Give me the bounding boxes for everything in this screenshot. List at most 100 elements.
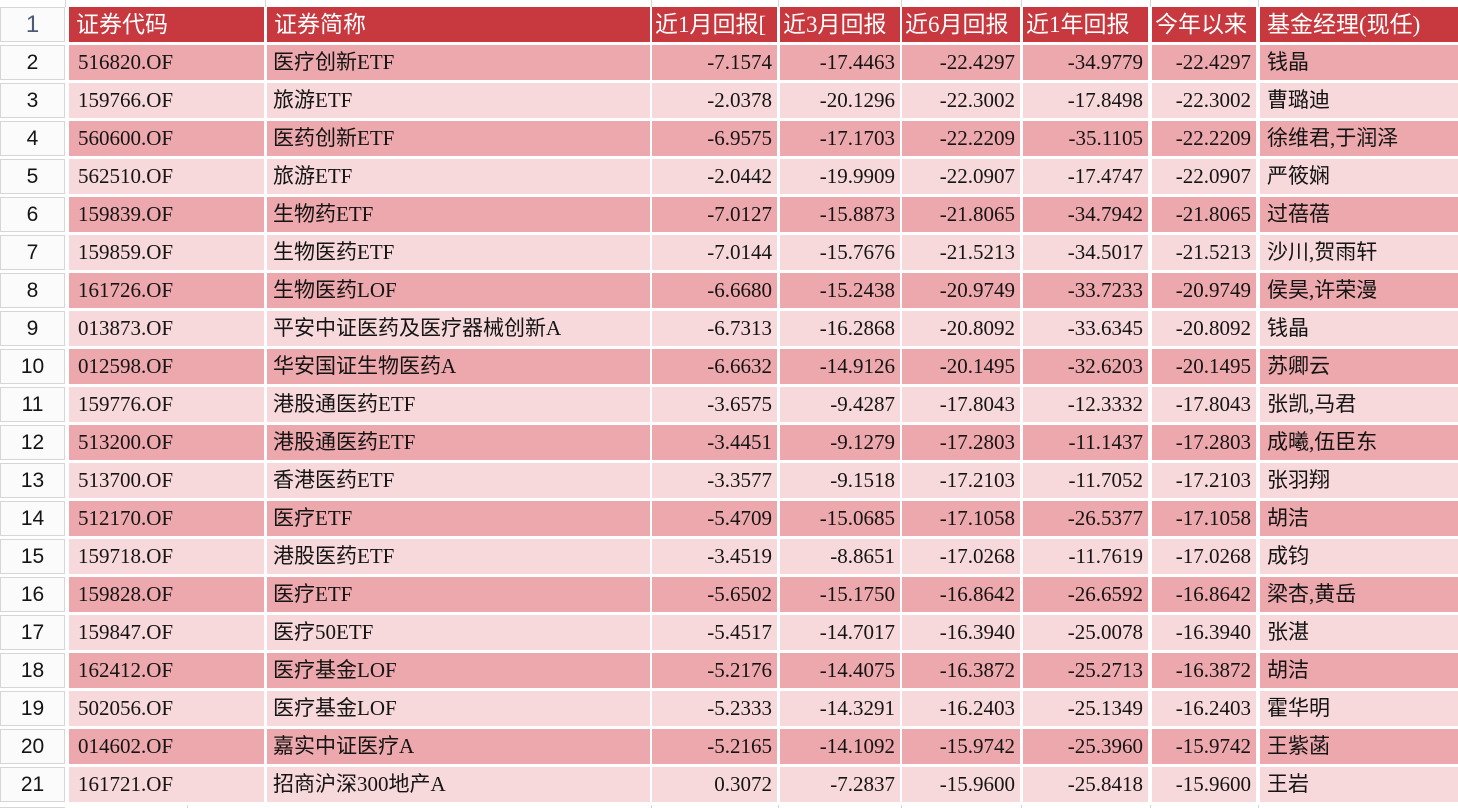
cell-return-3m[interactable]: -14.4075 [780, 653, 900, 688]
cell-security-code[interactable]: 560600.OF [69, 121, 264, 156]
cell-fund-manager[interactable]: 钱晶 [1260, 45, 1458, 80]
cell-fund-manager[interactable]: 张湛 [1260, 615, 1458, 650]
cell-return-3m[interactable]: -19.9909 [780, 159, 900, 194]
cell-security-name[interactable]: 旅游ETF [267, 83, 650, 118]
cell-fund-manager[interactable]: 徐维君,于润泽 [1260, 121, 1458, 156]
cell-return-1m[interactable]: -3.4451 [652, 425, 777, 460]
cell-security-code[interactable]: 014602.OF [69, 729, 264, 764]
cell-return-6m[interactable]: -20.1495 [902, 349, 1020, 384]
cell-fund-manager[interactable]: 沙川,贺雨轩 [1260, 235, 1458, 270]
cell-return-1y[interactable]: -25.2713 [1023, 653, 1148, 688]
cell-return-1m[interactable]: 0.3072 [652, 767, 777, 802]
cell-return-6m[interactable]: -21.5213 [902, 235, 1020, 270]
cell-return-3m[interactable]: -15.1750 [780, 577, 900, 612]
row-number-cell[interactable]: 20 [0, 729, 65, 764]
cell-security-name[interactable]: 招商沪深300地产A [267, 767, 650, 802]
cell-return-1y[interactable]: -35.1105 [1023, 121, 1148, 156]
cell-security-name[interactable]: 医疗ETF [267, 501, 650, 536]
cell-return-ytd[interactable]: -20.9749 [1152, 273, 1256, 308]
cell-return-6m[interactable]: -17.8043 [902, 387, 1020, 422]
row-number-cell[interactable]: 17 [0, 615, 65, 650]
row-number-cell[interactable]: 10 [0, 349, 65, 384]
cell-fund-manager[interactable]: 梁杏,黄岳 [1260, 577, 1458, 612]
cell-return-6m[interactable]: -16.3940 [902, 615, 1020, 650]
header-cell-return-1y[interactable]: 近1年回报 [1023, 7, 1148, 42]
cell-return-3m[interactable]: -15.0685 [780, 501, 900, 536]
cell-return-ytd[interactable]: -20.8092 [1152, 311, 1256, 346]
cell-return-1m[interactable]: -6.9575 [652, 121, 777, 156]
cell-return-1y[interactable]: -25.8418 [1023, 767, 1148, 802]
header-cell-fund-manager[interactable]: 基金经理(现任) [1260, 7, 1458, 42]
cell-security-code[interactable]: 012598.OF [69, 349, 264, 384]
row-number-cell[interactable]: 1 [0, 7, 65, 42]
cell-return-1y[interactable]: -34.5017 [1023, 235, 1148, 270]
cell-return-1m[interactable]: -7.1574 [652, 45, 777, 80]
row-number-cell[interactable]: 6 [0, 197, 65, 232]
cell-security-code[interactable]: 513200.OF [69, 425, 264, 460]
cell-return-6m[interactable]: -15.9742 [902, 729, 1020, 764]
cell-return-3m[interactable]: -15.7676 [780, 235, 900, 270]
cell-security-name[interactable]: 嘉实中证医疗A [267, 729, 650, 764]
cell-return-6m[interactable]: -22.2209 [902, 121, 1020, 156]
cell-fund-manager[interactable]: 成钧 [1260, 539, 1458, 574]
cell-return-ytd[interactable]: -17.0268 [1152, 539, 1256, 574]
cell-return-1y[interactable]: -34.9779 [1023, 45, 1148, 80]
cell-security-name[interactable]: 医疗ETF [267, 577, 650, 612]
cell-return-1y[interactable]: -11.7052 [1023, 463, 1148, 498]
cell-return-1m[interactable]: -5.2165 [652, 729, 777, 764]
cell-security-name[interactable]: 生物医药ETF [267, 235, 650, 270]
cell-return-1m[interactable]: -6.7313 [652, 311, 777, 346]
cell-return-3m[interactable]: -14.3291 [780, 691, 900, 726]
cell-security-name[interactable]: 港股通医药ETF [267, 425, 650, 460]
cell-return-1y[interactable]: -26.6592 [1023, 577, 1148, 612]
row-number-cell[interactable]: 4 [0, 121, 65, 156]
cell-return-3m[interactable]: -20.1296 [780, 83, 900, 118]
cell-return-1m[interactable]: -5.6502 [652, 577, 777, 612]
cell-fund-manager[interactable]: 胡洁 [1260, 653, 1458, 688]
cell-fund-manager[interactable]: 曹璐迪 [1260, 83, 1458, 118]
cell-return-6m[interactable]: -17.2803 [902, 425, 1020, 460]
cell-fund-manager[interactable]: 过蓓蓓 [1260, 197, 1458, 232]
cell-return-ytd[interactable]: -22.3002 [1152, 83, 1256, 118]
row-number-cell[interactable]: 2 [0, 45, 65, 80]
cell-return-6m[interactable]: -16.8642 [902, 577, 1020, 612]
cell-return-1m[interactable]: -3.4519 [652, 539, 777, 574]
header-cell-security-name[interactable]: 证券简称 [267, 7, 650, 42]
cell-return-1m[interactable]: -6.6680 [652, 273, 777, 308]
row-number-cell[interactable]: 11 [0, 387, 65, 422]
row-number-cell[interactable]: 13 [0, 463, 65, 498]
cell-return-ytd[interactable]: -20.1495 [1152, 349, 1256, 384]
cell-return-ytd[interactable]: -17.1058 [1152, 501, 1256, 536]
header-cell-return-1m[interactable]: 近1月回报[ [652, 7, 777, 42]
cell-return-1y[interactable]: -25.0078 [1023, 615, 1148, 650]
row-number-cell[interactable]: 21 [0, 767, 65, 802]
cell-return-1y[interactable]: -17.4747 [1023, 159, 1148, 194]
cell-security-code[interactable]: 516820.OF [69, 45, 264, 80]
cell-return-ytd[interactable]: -16.3940 [1152, 615, 1256, 650]
row-number-cell[interactable]: 7 [0, 235, 65, 270]
cell-security-code[interactable]: 502056.OF [69, 691, 264, 726]
cell-security-name[interactable]: 医药创新ETF [267, 121, 650, 156]
cell-security-name[interactable]: 医疗基金LOF [267, 691, 650, 726]
cell-return-1y[interactable]: -17.8498 [1023, 83, 1148, 118]
cell-return-6m[interactable]: -22.3002 [902, 83, 1020, 118]
header-cell-security-code[interactable]: 证券代码 [69, 7, 264, 42]
cell-return-ytd[interactable]: -21.5213 [1152, 235, 1256, 270]
cell-return-1m[interactable]: -5.2176 [652, 653, 777, 688]
cell-security-code[interactable]: 512170.OF [69, 501, 264, 536]
row-number-cell[interactable]: 12 [0, 425, 65, 460]
cell-return-1m[interactable]: -5.4517 [652, 615, 777, 650]
row-number-cell[interactable]: 16 [0, 577, 65, 612]
cell-return-1m[interactable]: -5.2333 [652, 691, 777, 726]
cell-return-3m[interactable]: -16.2868 [780, 311, 900, 346]
cell-return-ytd[interactable]: -16.8642 [1152, 577, 1256, 612]
cell-return-ytd[interactable]: -21.8065 [1152, 197, 1256, 232]
cell-return-6m[interactable]: -21.8065 [902, 197, 1020, 232]
cell-return-3m[interactable]: -15.2438 [780, 273, 900, 308]
cell-security-code[interactable]: 159839.OF [69, 197, 264, 232]
header-cell-return-ytd[interactable]: 今年以来 [1152, 7, 1256, 42]
cell-return-ytd[interactable]: -15.9742 [1152, 729, 1256, 764]
cell-return-6m[interactable]: -16.2403 [902, 691, 1020, 726]
cell-return-3m[interactable]: -15.8873 [780, 197, 900, 232]
cell-fund-manager[interactable]: 胡洁 [1260, 501, 1458, 536]
